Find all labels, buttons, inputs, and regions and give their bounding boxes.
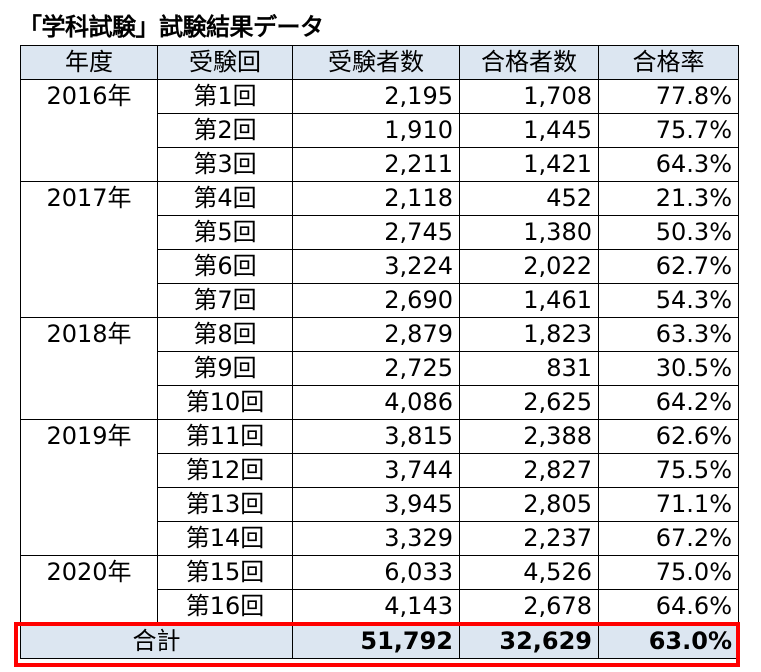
passers-cell: 1,823 — [459, 317, 599, 352]
total-pass-rate: 63.0% — [598, 623, 739, 659]
round-cell: 第12回 — [157, 453, 293, 488]
pass-rate-cell: 75.5% — [598, 453, 739, 488]
pass-rate-cell: 62.6% — [598, 419, 739, 454]
table-row: 第16回 4,143 2,678 64.6% — [21, 589, 739, 624]
round-cell: 第13回 — [157, 487, 293, 522]
round-cell: 第15回 — [157, 555, 293, 590]
year-cell: 2016年 — [20, 79, 158, 182]
exam-results-table: 年度 受験回 受験者数 合格者数 合格率 2016年 第1回 2,195 1,708 7… — [20, 45, 739, 659]
table-row: 第6回 3,224 2,022 62.7% — [21, 249, 739, 284]
passers-cell: 831 — [459, 351, 599, 386]
total-passers: 32,629 — [459, 623, 599, 659]
table-row: 第13回 3,945 2,805 71.1% — [21, 487, 739, 522]
header-passers: 合格者数 — [459, 45, 599, 80]
passers-cell: 1,461 — [459, 283, 599, 318]
table-row: 2019年 第11回 3,815 2,388 62.6% — [20, 419, 739, 556]
passers-cell: 1,445 — [459, 113, 599, 148]
header-round: 受験回 — [157, 45, 293, 80]
table-row: 第9回 2,725 831 30.5% — [21, 351, 739, 386]
examinees-cell: 2,690 — [292, 283, 460, 318]
year-cell: 2018年 — [20, 317, 158, 420]
pass-rate-cell: 77.8% — [598, 79, 739, 114]
passers-cell: 2,625 — [459, 385, 599, 420]
header-examinees: 受験者数 — [292, 45, 460, 80]
pass-rate-cell: 54.3% — [598, 283, 739, 318]
round-cell: 第6回 — [157, 249, 293, 284]
examinees-cell: 2,195 — [292, 79, 460, 114]
pass-rate-cell: 30.5% — [598, 351, 739, 386]
examinees-cell: 3,329 — [292, 521, 460, 556]
table-row: 2020年 第15回 6,033 4,526 75.0% — [20, 555, 739, 624]
pass-rate-cell: 64.2% — [598, 385, 739, 420]
examinees-cell: 6,033 — [292, 555, 460, 590]
pass-rate-cell: 64.3% — [598, 147, 739, 182]
examinees-cell: 4,086 — [292, 385, 460, 420]
examinees-cell: 2,745 — [292, 215, 460, 250]
round-cell: 第14回 — [157, 521, 293, 556]
table-row: 第7回 2,690 1,461 54.3% — [21, 283, 739, 318]
round-cell: 第4回 — [157, 181, 293, 216]
examinees-cell: 2,211 — [292, 147, 460, 182]
year-cell: 2019年 — [20, 419, 158, 556]
total-examinees: 51,792 — [292, 623, 460, 659]
page-title: 「学科試験」試験結果データ — [18, 13, 324, 41]
pass-rate-cell: 67.2% — [598, 521, 739, 556]
table-row: 2017年 第4回 2,118 452 21.3% — [20, 181, 739, 318]
round-cell: 第11回 — [157, 419, 293, 454]
passers-cell: 2,237 — [459, 521, 599, 556]
pass-rate-cell: 21.3% — [598, 181, 739, 216]
round-cell: 第8回 — [157, 317, 293, 352]
table-row: 第14回 3,329 2,237 67.2% — [21, 521, 739, 556]
header-pass-rate: 合格率 — [598, 45, 739, 80]
table-row: 第10回 4,086 2,625 64.2% — [21, 385, 739, 420]
round-cell: 第5回 — [157, 215, 293, 250]
passers-cell: 1,421 — [459, 147, 599, 182]
total-row: 合計 51,792 32,629 63.0% — [20, 623, 739, 659]
year-cell: 2017年 — [20, 181, 158, 318]
table-row: 2016年 第1回 2,195 1,708 77.8% — [20, 79, 739, 182]
passers-cell: 2,827 — [459, 453, 599, 488]
passers-cell: 2,805 — [459, 487, 599, 522]
pass-rate-cell: 62.7% — [598, 249, 739, 284]
examinees-cell: 1,910 — [292, 113, 460, 148]
passers-cell: 2,678 — [459, 589, 599, 624]
results-body: 2016年 第1回 2,195 1,708 77.8% 第2回 1,910 1,445 75.7… — [20, 79, 739, 624]
pass-rate-cell: 63.3% — [598, 317, 739, 352]
pass-rate-cell: 64.6% — [598, 589, 739, 624]
round-cell: 第2回 — [157, 113, 293, 148]
examinees-cell: 3,945 — [292, 487, 460, 522]
examinees-cell: 2,725 — [292, 351, 460, 386]
round-cell: 第16回 — [157, 589, 293, 624]
examinees-cell: 4,143 — [292, 589, 460, 624]
examinees-cell: 3,744 — [292, 453, 460, 488]
round-cell: 第10回 — [157, 385, 293, 420]
examinees-cell: 3,815 — [292, 419, 460, 454]
passers-cell: 1,708 — [459, 79, 599, 114]
total-label: 合計 — [20, 623, 293, 659]
pass-rate-cell: 75.7% — [598, 113, 739, 148]
examinees-cell: 2,118 — [292, 181, 460, 216]
passers-cell: 2,388 — [459, 419, 599, 454]
header-row: 年度 受験回 受験者数 合格者数 合格率 — [20, 45, 739, 80]
table-row: 2018年 第8回 2,879 1,823 63.3% — [20, 317, 739, 420]
passers-cell: 4,526 — [459, 555, 599, 590]
round-cell: 第7回 — [157, 283, 293, 318]
round-cell: 第3回 — [157, 147, 293, 182]
header-year: 年度 — [20, 45, 158, 80]
passers-cell: 2,022 — [459, 249, 599, 284]
pass-rate-cell: 71.1% — [598, 487, 739, 522]
year-cell: 2020年 — [20, 555, 158, 624]
pass-rate-cell: 75.0% — [598, 555, 739, 590]
pass-rate-cell: 50.3% — [598, 215, 739, 250]
passers-cell: 1,380 — [459, 215, 599, 250]
examinees-cell: 3,224 — [292, 249, 460, 284]
table-row: 第5回 2,745 1,380 50.3% — [21, 215, 739, 250]
passers-cell: 452 — [459, 181, 599, 216]
examinees-cell: 2,879 — [292, 317, 460, 352]
round-cell: 第1回 — [157, 79, 293, 114]
round-cell: 第9回 — [157, 351, 293, 386]
